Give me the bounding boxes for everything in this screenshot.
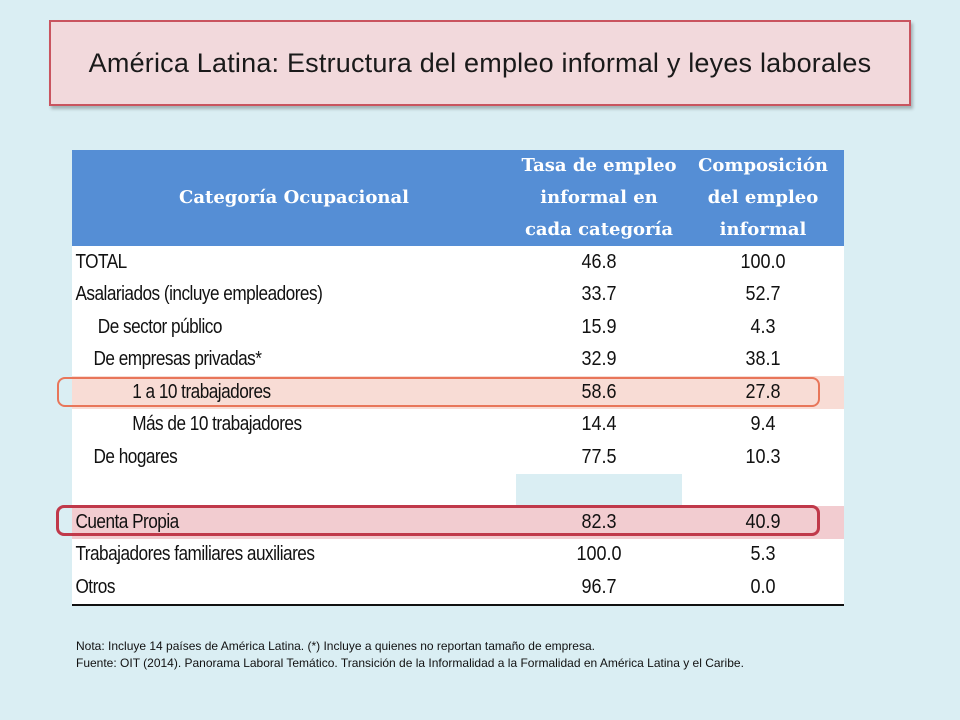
header-rate: Tasa de empleo informal en cada categorí… [521, 155, 677, 240]
table-row: Trabajadores familiares auxiliares 100.0… [72, 539, 844, 572]
table-spacer-row [72, 473, 844, 506]
footnotes: Nota: Incluye 14 países de América Latin… [76, 638, 856, 672]
table-row: De sector público 15.9 4.3 [72, 311, 844, 344]
table-row: Otros 96.7 0.0 [72, 571, 844, 604]
header-category: Categoría Ocupacional [179, 187, 409, 208]
employment-table: Categoría Ocupacional Tasa de empleo inf… [72, 150, 844, 606]
table-row: De hogares 77.5 10.3 [72, 441, 844, 474]
row-rate: 77.5 [581, 445, 617, 468]
row-label: Trabajadores familiares auxiliares [75, 543, 315, 566]
row-label: De hogares [93, 445, 178, 468]
header-share: Composición del empleo informal [698, 155, 828, 240]
table-row: Más de 10 trabajadores 14.4 9.4 [72, 409, 844, 442]
row-label: TOTAL [75, 250, 127, 273]
highlight-outline-red [56, 505, 820, 536]
table-row: Asalariados (incluye empleadores) 33.7 5… [72, 279, 844, 312]
row-rate: 33.7 [581, 283, 617, 306]
row-label: 1 a 10 trabajadores [132, 380, 271, 403]
row-rate: 32.9 [581, 348, 617, 371]
note-text: Nota: Incluye 14 países de América Latin… [76, 639, 595, 653]
row-share: 100.0 [740, 250, 786, 273]
title-box: América Latina: Estructura del empleo in… [49, 20, 911, 106]
highlight-outline-orange [57, 377, 820, 407]
row-label: Cuenta Propia [75, 510, 179, 533]
row-label: Otros [75, 575, 115, 598]
source-text: Fuente: OIT (2014). Panorama Laboral Tem… [76, 656, 744, 670]
row-rate: 96.7 [581, 575, 617, 598]
row-rate: 46.8 [581, 250, 617, 273]
row-share: 4.3 [750, 315, 776, 338]
table-header: Categoría Ocupacional Tasa de empleo inf… [72, 150, 844, 246]
row-share: 52.7 [745, 283, 781, 306]
row-label: De empresas privadas* [93, 348, 262, 371]
row-share: 38.1 [745, 348, 781, 371]
row-share: 10.3 [745, 445, 781, 468]
row-share: 0.0 [750, 575, 776, 598]
row-label: De sector público [97, 315, 223, 338]
table-row-highlighted: 1 a 10 trabajadores 58.6 27.8 [72, 376, 844, 409]
row-rate: 15.9 [581, 315, 617, 338]
row-rate: 58.6 [581, 380, 617, 403]
row-rate: 14.4 [581, 413, 617, 436]
row-share: 40.9 [745, 510, 781, 533]
row-label: Más de 10 trabajadores [132, 413, 302, 436]
table-row: TOTAL 46.8 100.0 [72, 246, 844, 279]
row-rate: 82.3 [581, 510, 617, 533]
row-share: 27.8 [745, 380, 781, 403]
row-rate: 100.0 [576, 543, 622, 566]
row-share: 9.4 [750, 413, 776, 436]
slide-title: América Latina: Estructura del empleo in… [88, 47, 872, 78]
table-row: De empresas privadas* 32.9 38.1 [72, 344, 844, 377]
row-share: 5.3 [750, 543, 776, 566]
table-body: TOTAL 46.8 100.0 Asalariados (incluye em… [72, 246, 844, 606]
row-label: Asalariados (incluye empleadores) [75, 283, 323, 306]
spacer-cell [516, 473, 682, 506]
